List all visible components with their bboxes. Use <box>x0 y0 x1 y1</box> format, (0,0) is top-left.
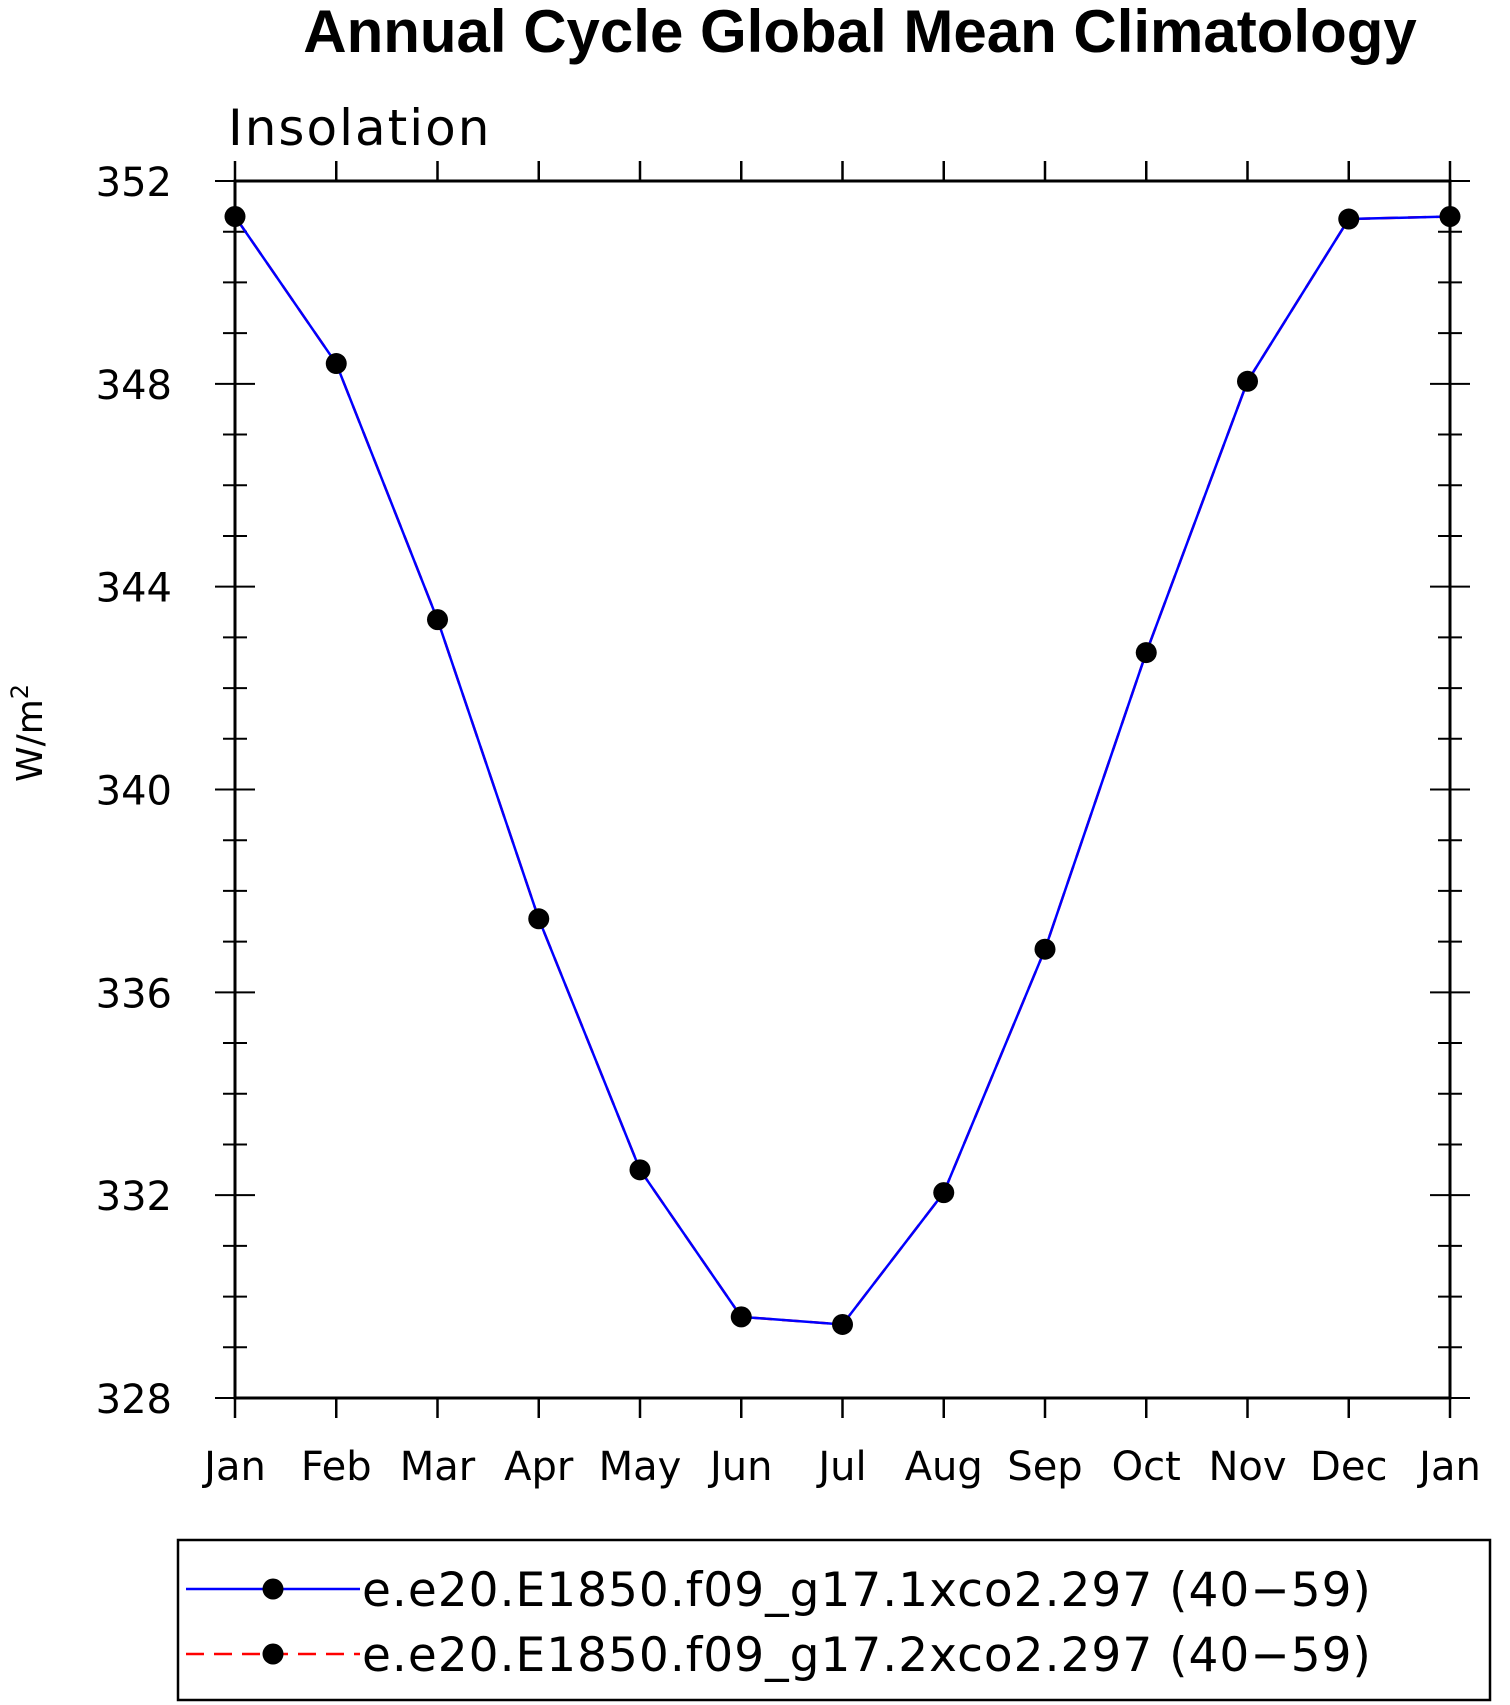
data-point <box>832 1313 853 1335</box>
data-point <box>224 205 246 227</box>
axis-ticks <box>215 161 1470 1418</box>
legend-label: e.e20.E1850.f09_g17.1xco2.297 (40−59) <box>362 1563 1372 1618</box>
plot-area: Jan Feb Mar Apr May Jun Jul Aug Sep Oct Nov Dec Jan … <box>96 160 1481 1490</box>
data-point <box>427 609 448 631</box>
data-point <box>1135 642 1157 664</box>
x-tick-label: Jul <box>815 1444 866 1490</box>
series-line <box>233 215 1451 1326</box>
x-tick-label: Feb <box>301 1444 372 1490</box>
plot-frame <box>233 179 1452 1400</box>
x-tick-label: Mar <box>400 1444 476 1490</box>
data-point <box>528 908 550 930</box>
x-tick-label: Apr <box>504 1444 574 1490</box>
data-point <box>1439 205 1461 227</box>
y-axis-label-superscript: 2 <box>6 684 34 699</box>
data-point <box>1338 208 1360 230</box>
legend-label: e.e20.E1850.f09_g17.2xco2.297 (40−59) <box>362 1628 1372 1683</box>
y-tick-label: 328 <box>96 1377 172 1423</box>
data-point <box>325 353 347 375</box>
x-tick-labels: Jan Feb Mar Apr May Jun Jul Aug Sep Oct Nov Dec Jan <box>201 1444 1481 1490</box>
legend-marker <box>262 1643 284 1665</box>
series-layer <box>224 205 1461 1335</box>
y-axis-label-base: W/m <box>10 699 51 782</box>
x-tick-label: Oct <box>1112 1444 1181 1490</box>
x-tick-label: May <box>599 1444 682 1490</box>
y-tick-label: 340 <box>96 769 172 815</box>
data-point <box>730 1306 752 1328</box>
x-tick-label: Dec <box>1310 1444 1387 1490</box>
x-tick-label: Aug <box>905 1444 983 1490</box>
data-point <box>1034 938 1056 960</box>
y-tick-label: 332 <box>96 1174 172 1220</box>
x-tick-label: Jan <box>1416 1444 1481 1490</box>
legend-box <box>176 1538 1492 1702</box>
chart-subtitle: Insolation <box>228 99 491 157</box>
legend-marker <box>262 1578 284 1600</box>
x-tick-label: Sep <box>1007 1444 1082 1490</box>
x-tick-label: Jun <box>707 1444 773 1490</box>
y-tick-label: 344 <box>96 566 172 612</box>
y-tick-label: 352 <box>96 160 172 206</box>
y-tick-label: 348 <box>96 363 172 409</box>
legend-items: e.e20.E1850.f09_g17.1xco2.297 (40−59) e.e… <box>186 1563 1372 1683</box>
data-point <box>933 1182 955 1204</box>
y-tick-labels: 328 332 336 340 344 348 352 <box>96 160 172 1423</box>
y-tick-label: 336 <box>96 971 172 1017</box>
series-line <box>233 215 1451 1326</box>
chart-title: Annual Cycle Global Mean Climatology <box>303 0 1417 65</box>
legend: e.e20.E1850.f09_g17.1xco2.297 (40−59) e.e… <box>176 1538 1492 1702</box>
x-tick-label: Nov <box>1208 1444 1286 1490</box>
x-tick-label: Jan <box>201 1444 266 1490</box>
y-axis-label: W/m2 <box>6 684 51 782</box>
data-point <box>629 1159 651 1181</box>
data-point <box>1237 370 1258 392</box>
